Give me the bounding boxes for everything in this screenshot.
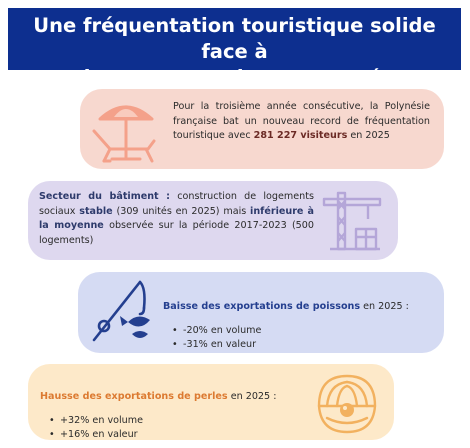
list-item: -20% en volume [163,324,438,339]
fishing-rod-fish-icon [92,280,150,342]
pearl-oyster-icon [317,374,377,434]
fish-export-text: Baisse des exportations de poissons en 2… [163,290,438,353]
title-line-1: Une fréquentation touristique solide fac… [33,14,436,63]
pearl-export-label: Hausse des exportations de perles [40,390,228,402]
list-item: +16% en valeur [40,428,310,443]
list-item: -31% en valeur [163,338,438,353]
fish-export-label: Baisse des exportations de poissons [163,300,361,312]
title-line-2: des secteurs plus contrastés [76,66,393,89]
building-card [28,181,398,260]
tourism-card [80,89,444,169]
beach-chair-umbrella-icon [92,105,156,163]
pearl-export-text: Hausse des exportations de perles en 202… [40,380,310,443]
page-title: Une fréquentation touristique solide fac… [8,8,461,89]
tourism-text: Pour la troisième année consécutive, la … [173,101,430,142]
visitors-count: 281 227 visiteurs [253,130,348,142]
building-label: Secteur du bâtiment : [39,191,171,202]
construction-crane-icon [322,191,382,251]
list-item: +32% en volume [40,414,310,429]
building-text: Secteur du bâtiment : construction de lo… [39,191,315,246]
